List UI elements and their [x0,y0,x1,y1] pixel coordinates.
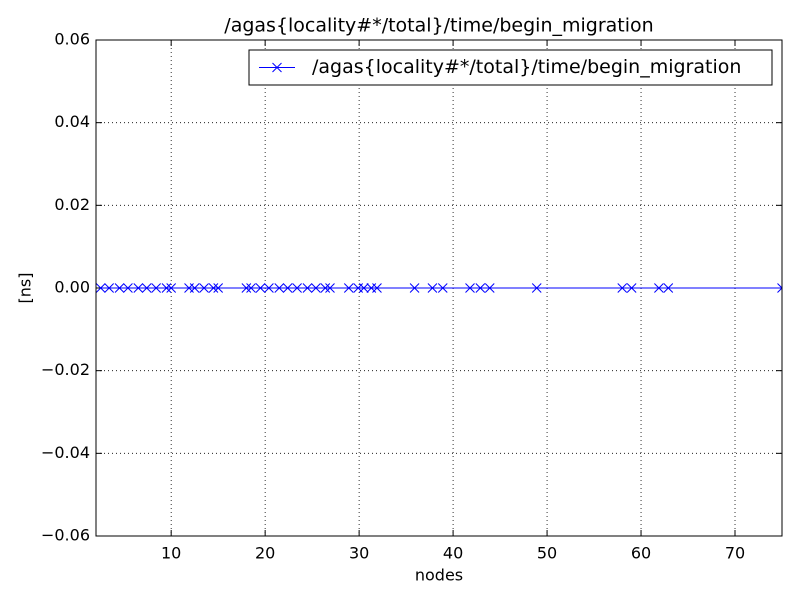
data-point [372,283,382,293]
data-point [343,283,354,293]
data-point [663,283,674,293]
x-tick-label: 50 [537,544,557,563]
data-point [255,283,266,293]
y-tick-label: −0.02 [41,360,90,379]
chart-title: /agas{locality#*/total}/time/begin_migra… [224,15,653,37]
plot-frame [95,39,783,537]
x-tick-label: 40 [443,544,463,563]
x-tick-label: 70 [725,544,745,563]
data-point [475,283,486,293]
data-point [325,283,335,293]
data-point [617,283,628,293]
data-point [141,283,152,293]
data-point [654,283,664,293]
data-point [189,283,200,293]
legend-box [248,49,773,86]
data-point [133,283,144,293]
data-point [320,283,331,293]
plot-area [96,283,782,293]
data-point [311,283,321,293]
y-tick-label: 0.04 [54,112,90,131]
x-tick-label: 30 [349,544,369,563]
legend-label: /agas{locality#*/total}/time/begin_migra… [312,56,741,78]
y-tick-label: −0.06 [41,526,90,545]
data-point [151,283,161,293]
data-point [427,283,438,293]
y-tick-label: 0.06 [54,30,90,49]
data-point [484,283,495,293]
data-point [114,283,125,293]
data-point [166,283,177,293]
data-point [531,283,542,293]
data-point [777,283,782,293]
data-point [358,283,369,293]
y-tick-label: −0.04 [41,443,90,462]
x-axis-label: nodes [415,566,463,585]
data-point [282,283,293,293]
data-point [208,283,219,293]
data-point [302,283,313,293]
y-axis-label: [ns] [16,273,35,304]
data-point [213,283,224,293]
legend-marker [272,62,282,73]
data-point [104,283,115,293]
data-point [409,283,420,293]
data-point [292,283,302,293]
data-point [626,283,637,293]
data-point [161,283,172,293]
data-point [246,283,256,293]
data-point [199,283,209,293]
data-point [241,283,252,293]
data-point [123,283,133,293]
y-tick-label: 0.02 [54,195,90,214]
data-point [274,283,285,293]
data-point [96,283,106,293]
data-point [465,283,475,293]
data-point [264,283,274,293]
x-tick-label: 20 [255,544,275,563]
x-tick-label: 60 [631,544,651,563]
y-tick-label: 0.00 [54,278,90,297]
x-tick-label: 10 [161,544,181,563]
data-point [437,283,448,293]
